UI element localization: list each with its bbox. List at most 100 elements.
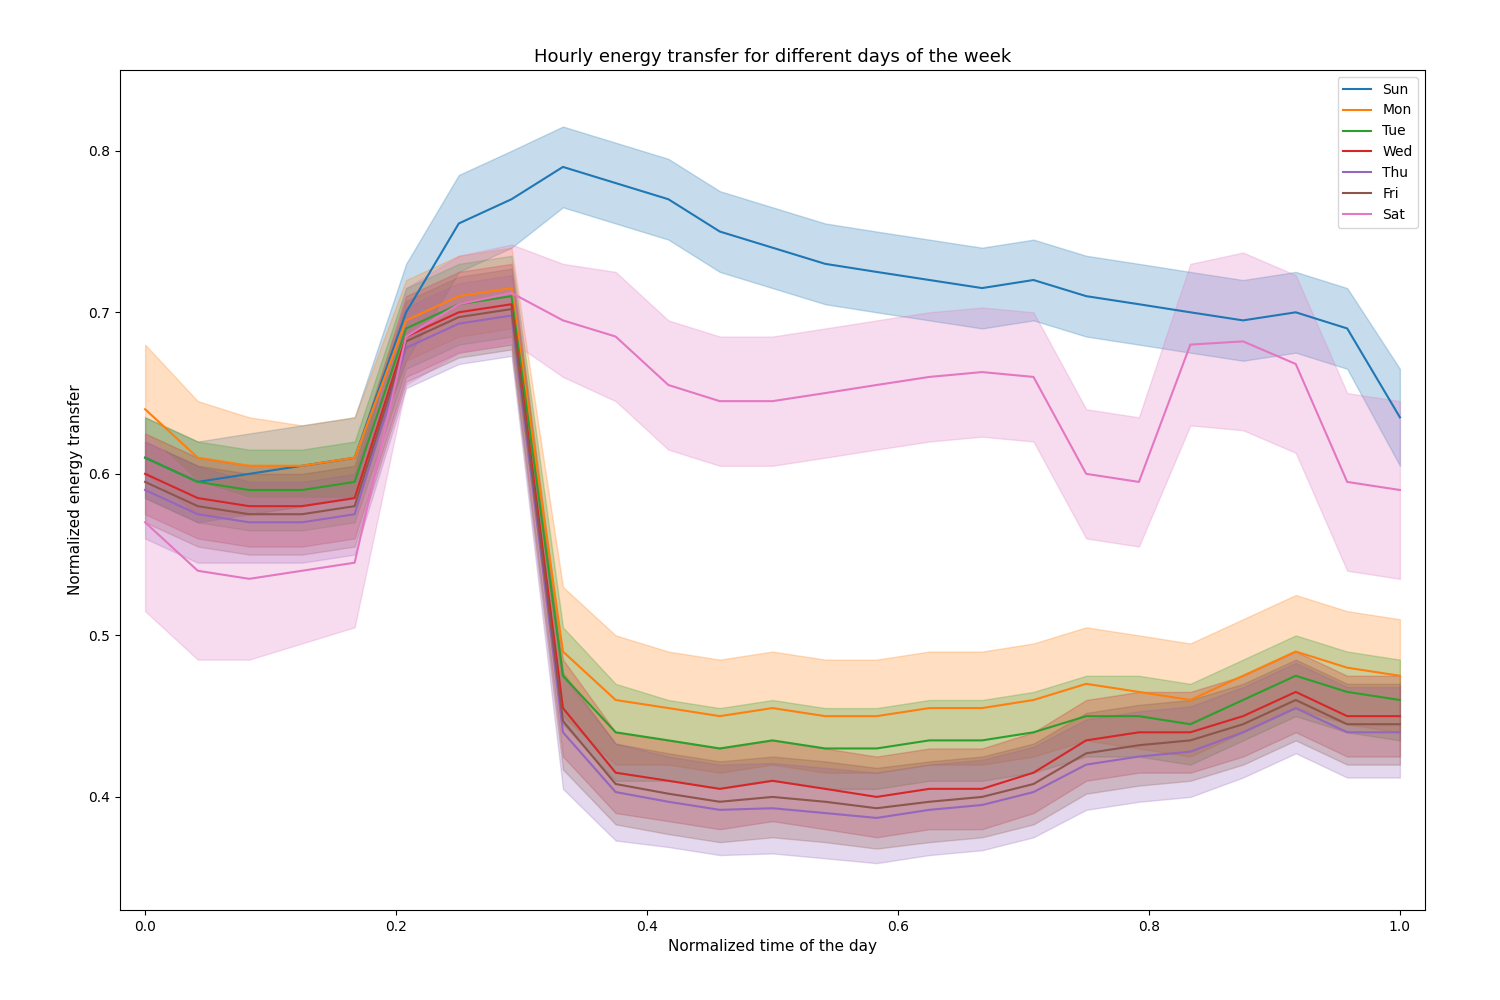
Thu [1338,726,1356,738]
Thu [554,726,572,738]
Sun [240,468,258,480]
Sun [660,193,678,205]
Thu [921,804,939,816]
Wed [867,791,885,803]
Tue [503,290,520,302]
Fri [189,500,207,512]
Mon [974,702,992,714]
Sun [554,161,572,173]
Sat [136,516,154,528]
Sat [974,366,992,378]
Wed [240,500,258,512]
Tue [1234,694,1252,706]
Fri [816,796,834,808]
Wed [450,306,468,318]
Tue [450,298,468,310]
Thu [711,804,729,816]
Mon [189,452,207,464]
Thu [764,802,782,814]
Line: Mon: Mon [146,288,1400,716]
Tue [974,734,992,746]
Fri [1130,739,1148,751]
Tue [554,670,572,682]
Y-axis label: Normalized energy transfer: Normalized energy transfer [68,385,82,595]
Fri [292,508,310,520]
Sun [1287,306,1305,318]
Sun [711,226,729,238]
Wed [660,775,678,787]
Sat [1390,484,1408,496]
X-axis label: Normalized time of the day: Normalized time of the day [668,939,878,954]
Sat [711,395,729,407]
Tue [711,742,729,754]
Fri [1024,778,1042,790]
Fri [660,788,678,800]
Sun [1130,298,1148,310]
Mon [240,460,258,472]
Sat [921,371,939,383]
Tue [606,726,624,738]
Sun [1024,274,1042,286]
Sun [345,452,363,464]
Sat [450,298,468,310]
Mon [867,710,885,722]
Sun [867,266,885,278]
Thu [867,812,885,824]
Mon [764,702,782,714]
Sat [1024,371,1042,383]
Tue [1130,710,1148,722]
Tue [292,484,310,496]
Sat [503,287,520,299]
Sun [1077,290,1095,302]
Sat [189,565,207,577]
Thu [1234,726,1252,738]
Thu [189,508,207,520]
Line: Thu: Thu [146,316,1400,818]
Sun [921,274,939,286]
Thu [1077,759,1095,771]
Sun [1390,411,1408,423]
Fri [1234,718,1252,730]
Sun [1182,306,1200,318]
Sun [974,282,992,294]
Tue [1077,710,1095,722]
Tue [136,452,154,464]
Sun [450,217,468,229]
Sat [292,565,310,577]
Mon [1338,662,1356,674]
Tue [1182,718,1200,730]
Fri [345,500,363,512]
Wed [554,702,572,714]
Sun [398,306,416,318]
Mon [816,710,834,722]
Wed [189,492,207,504]
Tue [764,734,782,746]
Fri [136,476,154,488]
Thu [292,516,310,528]
Mon [711,710,729,722]
Sat [660,379,678,391]
Mon [1130,686,1148,698]
Fri [450,311,468,323]
Wed [345,492,363,504]
Wed [1390,710,1408,722]
Wed [398,331,416,343]
Tue [1338,686,1356,698]
Wed [1234,710,1252,722]
Thu [1287,702,1305,714]
Tue [921,734,939,746]
Wed [136,468,154,480]
Thu [660,796,678,808]
Mon [503,282,520,294]
Sun [606,177,624,189]
Tue [1390,694,1408,706]
Tue [867,742,885,754]
Wed [1130,726,1148,738]
Wed [1077,734,1095,746]
Sat [606,331,624,343]
Thu [450,318,468,330]
Tue [189,476,207,488]
Fri [1182,734,1200,746]
Wed [764,775,782,787]
Line: Tue: Tue [146,296,1400,748]
